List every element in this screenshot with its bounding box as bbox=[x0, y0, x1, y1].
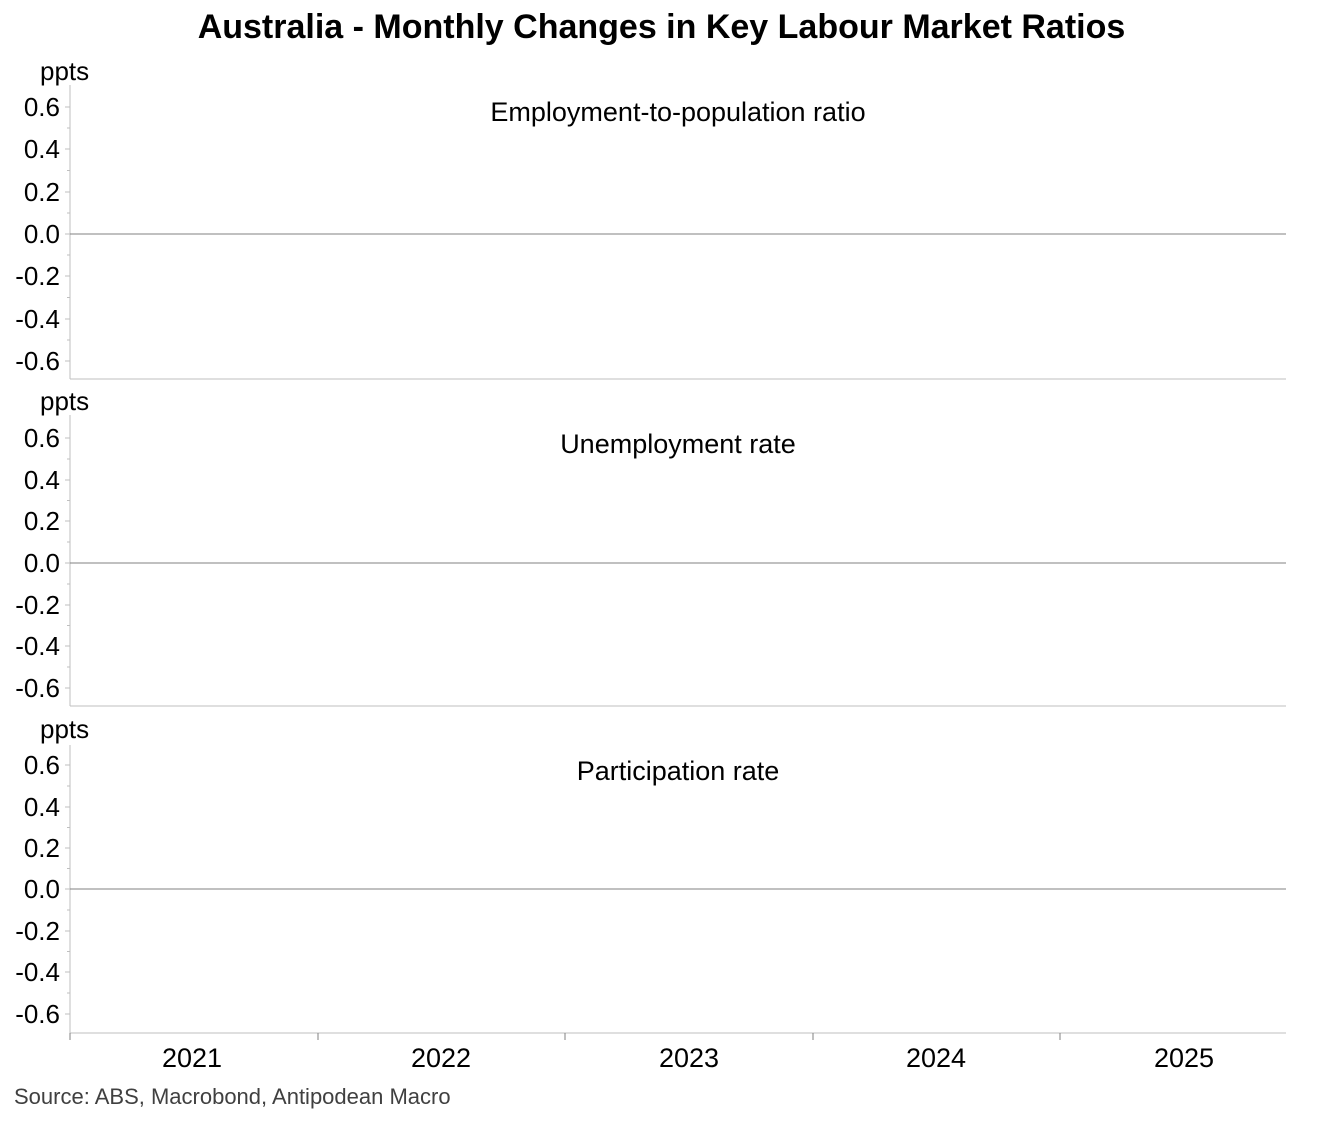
y-tick-label-unemployment: -0.4 bbox=[15, 631, 60, 661]
panel-title-unemployment: Unemployment rate bbox=[560, 429, 796, 459]
y-tick-label-employment: 0.0 bbox=[24, 219, 60, 249]
y-tick-label-participation: 0.0 bbox=[24, 874, 60, 904]
source-note: Source: ABS, Macrobond, Antipodean Macro bbox=[14, 1084, 451, 1109]
y-tick-label-employment: 0.4 bbox=[24, 134, 60, 164]
y-tick-label-unemployment: -0.6 bbox=[15, 673, 60, 703]
y-tick-label-employment: -0.6 bbox=[15, 346, 60, 376]
x-tick-label: 2021 bbox=[162, 1043, 222, 1073]
chart-title: Australia - Monthly Changes in Key Labou… bbox=[197, 8, 1126, 46]
y-tick-label-participation: 0.2 bbox=[24, 833, 60, 863]
y-tick-label-unemployment: -0.2 bbox=[15, 590, 60, 620]
y-tick-label-employment: 0.2 bbox=[24, 177, 60, 207]
y-tick-label-participation: 0.6 bbox=[24, 750, 60, 780]
y-tick-label-participation: -0.2 bbox=[15, 916, 60, 946]
y-tick-label-employment: -0.4 bbox=[15, 304, 60, 334]
y-unit-label-unemployment: ppts bbox=[40, 386, 89, 416]
x-tick-label: 2025 bbox=[1154, 1043, 1214, 1073]
y-tick-label-employment: -0.2 bbox=[15, 261, 60, 291]
y-tick-label-participation: 0.4 bbox=[24, 792, 60, 822]
x-tick-label: 2024 bbox=[906, 1043, 966, 1073]
panel-title-employment: Employment-to-population ratio bbox=[490, 97, 865, 127]
x-tick-label: 2022 bbox=[411, 1043, 471, 1073]
y-tick-label-unemployment: 0.6 bbox=[24, 423, 60, 453]
y-tick-label-unemployment: 0.0 bbox=[24, 548, 60, 578]
y-tick-label-unemployment: 0.4 bbox=[24, 465, 60, 495]
y-unit-label-participation: ppts bbox=[40, 714, 89, 744]
y-tick-label-unemployment: 0.2 bbox=[24, 506, 60, 536]
y-tick-label-employment: 0.6 bbox=[24, 92, 60, 122]
y-unit-label-employment: ppts bbox=[40, 56, 89, 86]
x-tick-label: 2023 bbox=[659, 1043, 719, 1073]
panel-title-participation: Participation rate bbox=[577, 756, 780, 786]
y-tick-label-participation: -0.6 bbox=[15, 999, 60, 1029]
y-tick-label-participation: -0.4 bbox=[15, 957, 60, 987]
